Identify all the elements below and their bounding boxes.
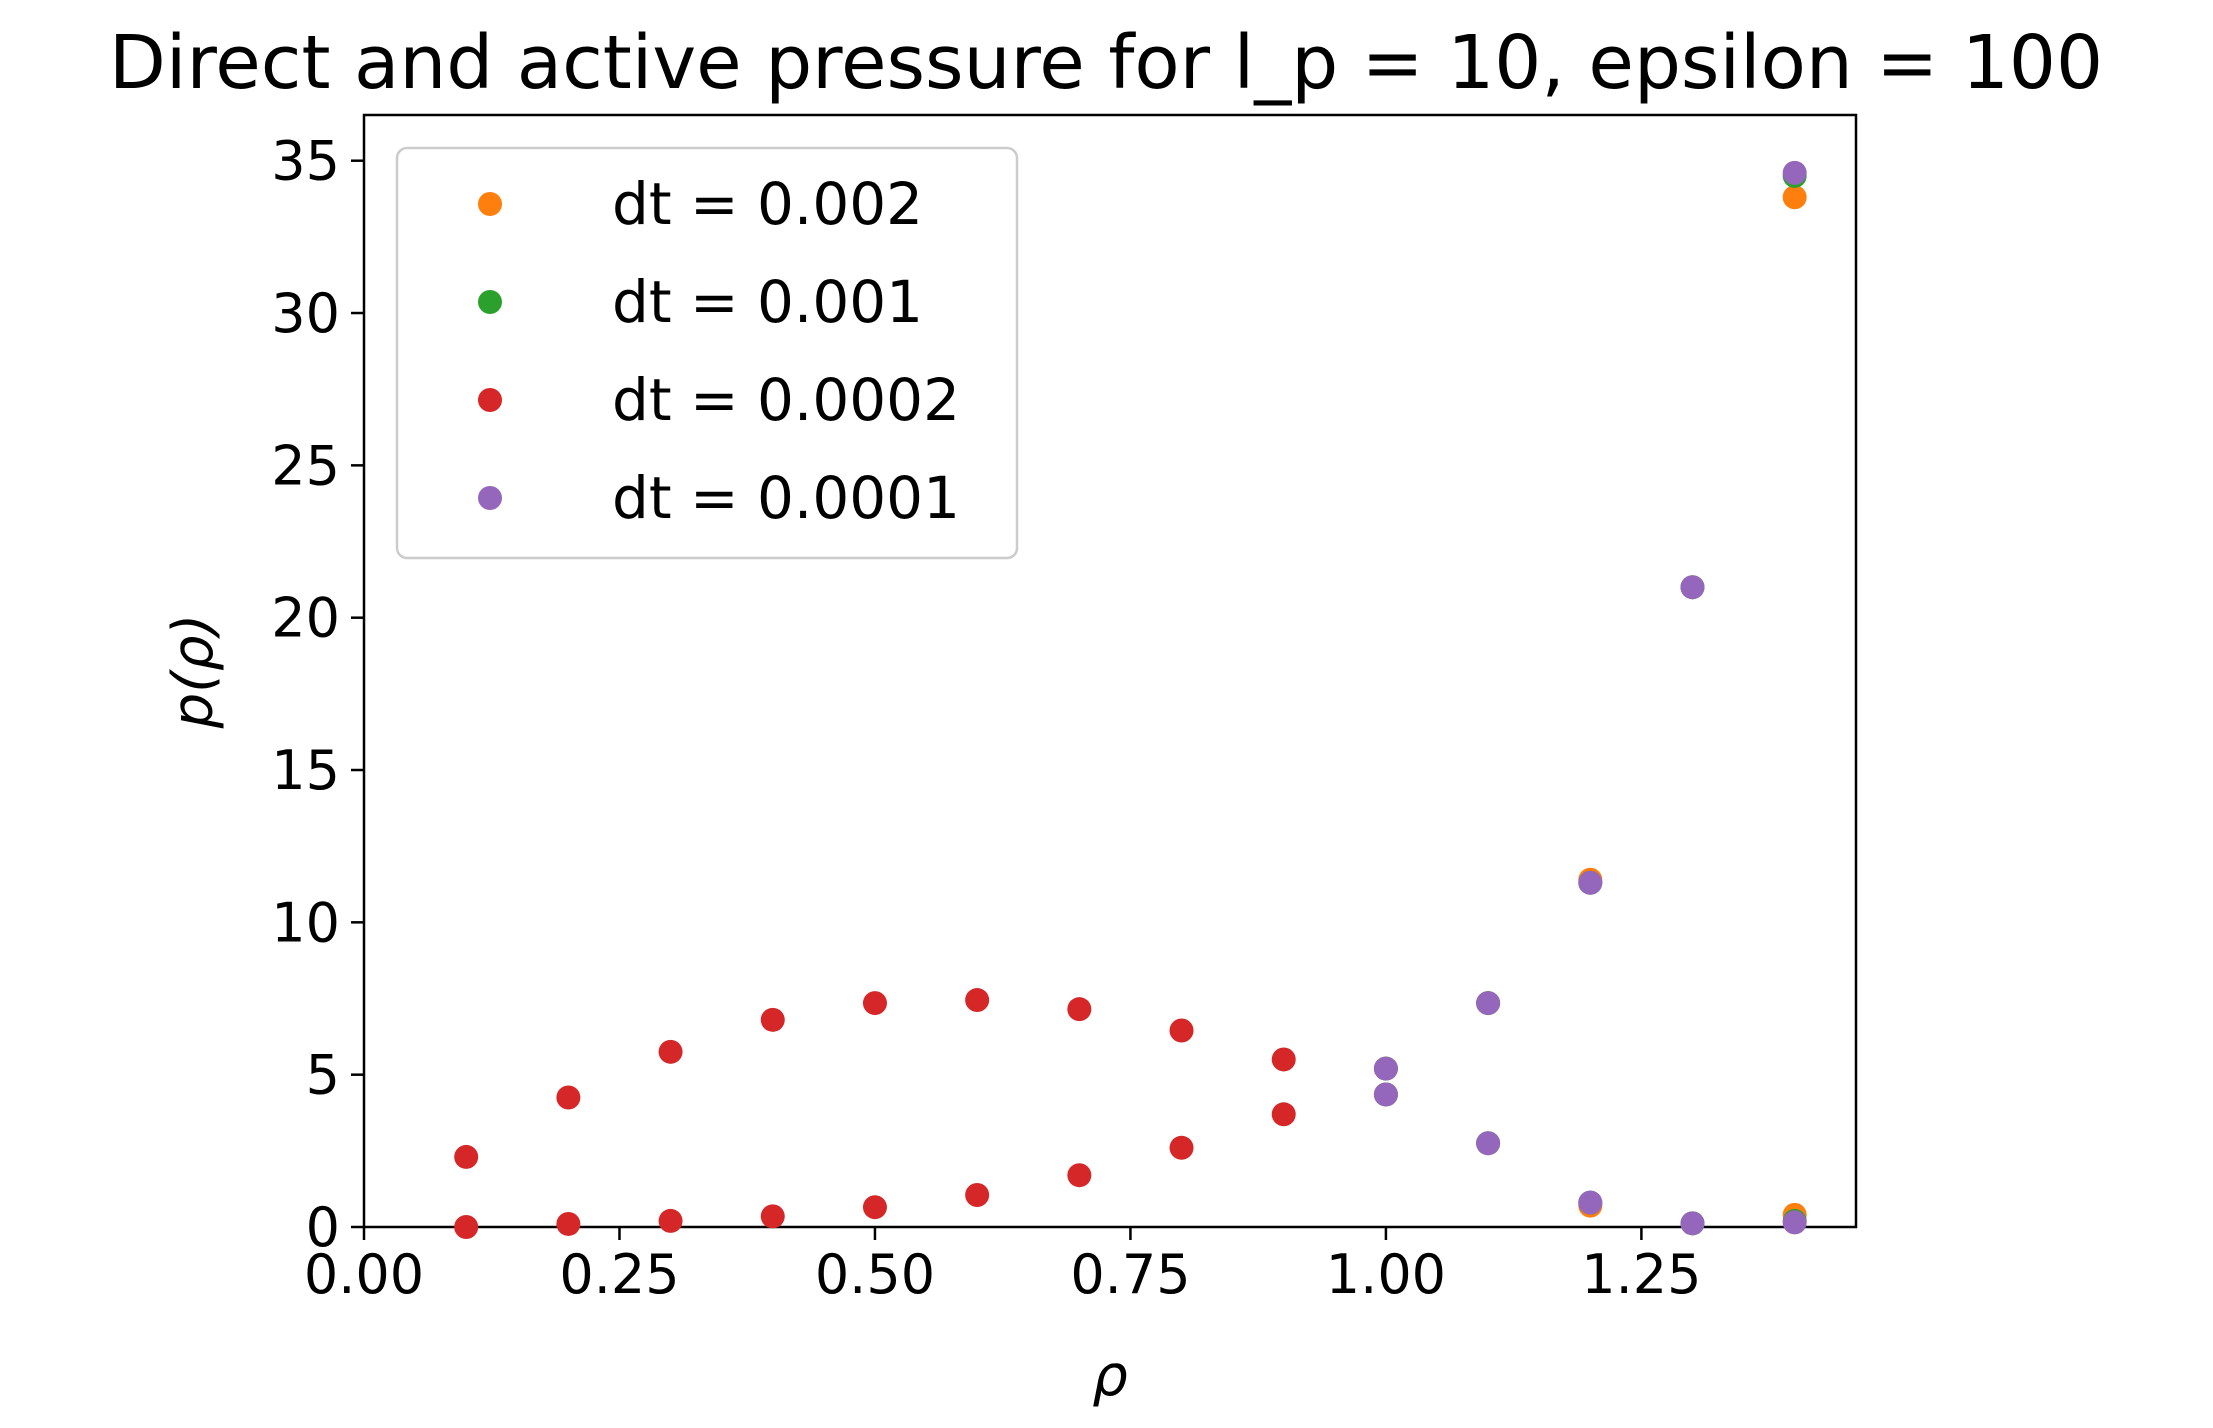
data-point: [1680, 575, 1705, 600]
data-point: [454, 1215, 479, 1239]
data-point: [1680, 1211, 1705, 1236]
data-point: [1782, 1210, 1807, 1235]
data-point: [1578, 870, 1603, 895]
data-point: [965, 1183, 990, 1208]
data-point: [1271, 1047, 1296, 1072]
data-point: [760, 1007, 785, 1032]
plot-frame: [362, 113, 1858, 1229]
legend-box: [395, 146, 1019, 560]
x-axis: 0.00 0.25 0.50 0.75 1.00 1.25: [304, 1227, 1702, 1306]
data-point: [1169, 1135, 1194, 1160]
data-point: [862, 1195, 887, 1220]
data-point: [1067, 1163, 1092, 1188]
data-point: [1476, 991, 1501, 1016]
data-point: [658, 1039, 683, 1064]
series-0-points: [1373, 185, 1807, 1236]
legend-label: dt = 0.002: [612, 170, 923, 238]
data-point: [965, 988, 990, 1013]
legend: dt = 0.002 dt = 0.001 dt = 0.0002 dt = 0.00…: [395, 146, 1019, 560]
series-1-points: [1373, 163, 1807, 1236]
plot-area: 0.00 0.25 0.50 0.75 1.00 1.25 0 5 10 15 20 25 30 35: [271, 113, 1858, 1306]
data-point: [1373, 1082, 1398, 1107]
x-tick-label: 0.25: [559, 1243, 679, 1306]
y-tick-label: 30: [271, 282, 340, 345]
y-tick-label: 20: [271, 587, 340, 650]
data-point: [1782, 160, 1807, 185]
y-tick-label: 5: [306, 1044, 340, 1107]
y-tick-label: 10: [271, 891, 340, 954]
legend-label: dt = 0.001: [612, 268, 923, 336]
x-tick-label: 1.25: [1581, 1243, 1701, 1306]
x-axis-label: ρ: [1092, 1344, 1128, 1409]
legend-label: dt = 0.0002: [612, 366, 960, 434]
y-axis: 0 5 10 15 20 25 30 35: [271, 130, 364, 1259]
data-point: [760, 1204, 785, 1229]
chart-title: Direct and active pressure for l_p = 10,…: [109, 20, 2103, 106]
y-tick-label: 0: [306, 1196, 340, 1259]
data-point: [556, 1085, 581, 1110]
y-axis-label: p(ρ): [161, 614, 226, 730]
x-tick-label: 1.00: [1326, 1243, 1446, 1306]
data-point: [1578, 1190, 1603, 1215]
x-tick-label: 0.50: [815, 1243, 935, 1306]
series-3-points: [1373, 160, 1807, 1236]
y-tick-label: 35: [271, 130, 340, 193]
x-tick-label: 0.00: [304, 1243, 424, 1306]
data-point: [1476, 1131, 1501, 1156]
y-tick-label: 15: [271, 739, 340, 802]
legend-marker: [478, 192, 502, 216]
data-point: [1782, 185, 1807, 210]
x-tick-label: 0.75: [1070, 1243, 1190, 1306]
data-point: [1067, 997, 1092, 1022]
legend-marker: [478, 290, 502, 314]
legend-marker: [478, 388, 502, 412]
data-point: [862, 991, 887, 1016]
data-points: [454, 160, 1807, 1239]
legend-label: dt = 0.0001: [612, 464, 960, 532]
data-point: [658, 1208, 683, 1233]
data-point: [556, 1211, 581, 1236]
data-point: [1373, 1056, 1398, 1081]
data-point: [454, 1144, 479, 1169]
series-2-points: [454, 988, 1296, 1239]
legend-marker: [478, 486, 502, 510]
data-point: [1271, 1102, 1296, 1127]
data-point: [1169, 1018, 1194, 1043]
y-tick-label: 25: [271, 434, 340, 497]
